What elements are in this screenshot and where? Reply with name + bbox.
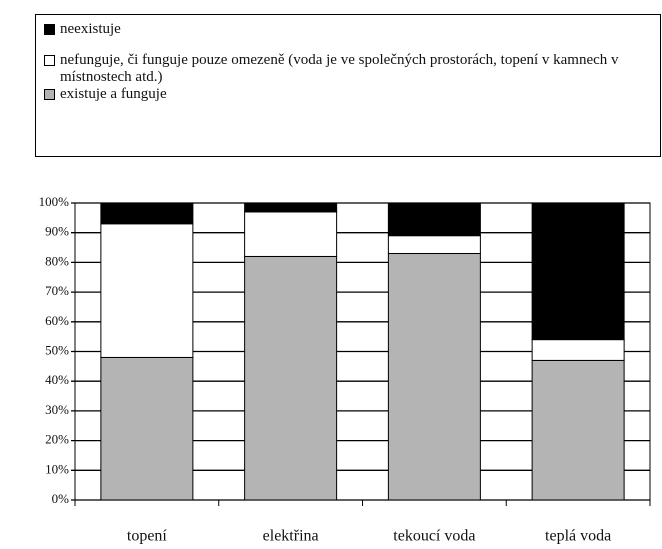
bar-segment — [531, 359, 625, 501]
y-tick-label: 70% — [45, 283, 69, 298]
bar-segment — [387, 252, 481, 501]
x-tick-label: tekoucí voda — [393, 528, 475, 545]
bar-segment — [100, 223, 194, 358]
y-tick-label: 60% — [45, 313, 69, 328]
y-tick-label: 40% — [45, 372, 69, 387]
legend-swatch — [44, 24, 55, 35]
bar-segment — [100, 356, 194, 501]
x-tick-label: teplá voda — [545, 528, 611, 545]
y-tick-label: 100% — [39, 194, 70, 209]
bar-segment — [387, 202, 481, 237]
legend-item: existuje a funguje — [44, 86, 652, 103]
y-tick-label: 30% — [45, 402, 69, 417]
bar-segment — [531, 339, 625, 361]
y-tick-label: 50% — [45, 342, 69, 357]
bar-segment — [244, 211, 338, 257]
legend-item: neexistuje — [44, 21, 652, 38]
bar-segment — [244, 202, 338, 213]
legend-item: nefunguje, či funguje pouze omezeně (vod… — [44, 52, 650, 86]
y-tick-label: 90% — [45, 224, 69, 239]
bar-segment — [244, 255, 338, 501]
legend: neexistuje nefunguje, či funguje pouze om… — [35, 14, 661, 157]
bar-segment — [531, 202, 625, 341]
legend-label: nefunguje, či funguje pouze omezeně (vod… — [60, 52, 619, 85]
bar-segment — [387, 235, 481, 254]
legend-label: existuje a funguje — [60, 86, 167, 102]
bar-segment — [100, 202, 194, 225]
legend-label: neexistuje — [60, 21, 121, 37]
y-tick-label: 20% — [45, 432, 69, 447]
y-tick-label: 0% — [52, 491, 70, 506]
y-tick-label: 80% — [45, 253, 69, 268]
legend-swatch — [44, 55, 55, 66]
x-tick-label: topení — [127, 528, 168, 545]
y-tick-label: 10% — [45, 461, 69, 476]
x-tick-label: elektřina — [263, 528, 319, 545]
legend-swatch — [44, 89, 55, 100]
